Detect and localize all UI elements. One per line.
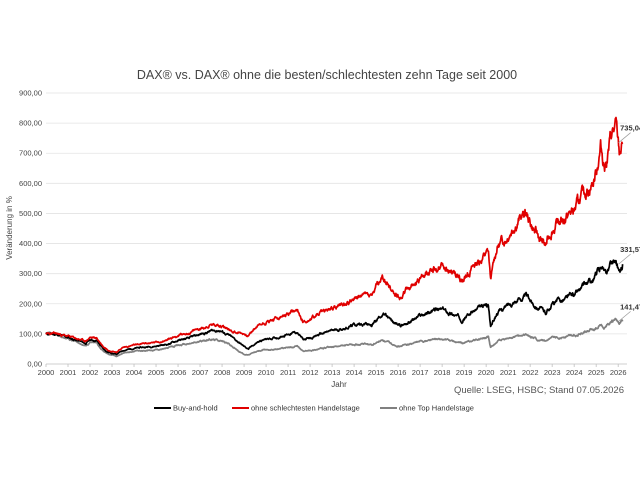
x-tick-label: 2006: [170, 368, 187, 377]
x-tick-label: 2017: [412, 368, 429, 377]
x-tick-label: 2012: [302, 368, 319, 377]
x-axis-ticks: 2000 2001 2002 2003 2004 2005 2006 2007 2008 2009…: [38, 364, 627, 377]
x-tick-label: 2002: [82, 368, 99, 377]
x-tick-label: 2013: [324, 368, 341, 377]
end-label-leader: [618, 253, 631, 265]
series-line-2: [45, 317, 624, 358]
y-axis-title: Veränderung in %: [5, 196, 14, 260]
x-tick-label: 2011: [280, 368, 296, 377]
x-tick-label: 2009: [236, 368, 253, 377]
x-tick-label: 2004: [126, 368, 143, 377]
legend-label: ohne schlechtesten Handelstage: [251, 404, 360, 413]
x-tick-label: 2008: [214, 368, 231, 377]
grid-lines: [46, 92, 627, 335]
x-axis-title: Jahr: [331, 380, 347, 389]
y-tick-label: 800,00: [19, 119, 42, 128]
y-tick-label: 500,00: [19, 209, 42, 218]
legend: Buy-and-hold ohne schlechtesten Handelsta…: [154, 404, 474, 413]
y-tick-label: 0,00: [27, 360, 42, 369]
y-tick-label: 700,00: [19, 149, 42, 158]
x-tick-label: 2014: [346, 368, 363, 377]
series-line-1: [45, 116, 624, 354]
x-tick-label: 2016: [390, 368, 407, 377]
end-value-label: 141,47: [620, 302, 640, 311]
x-tick-label: 2015: [368, 368, 385, 377]
end-labels: 331,57 735,04 141,47: [618, 124, 640, 322]
y-tick-label: 400,00: [19, 239, 42, 248]
end-label-leader: [618, 311, 631, 322]
y-tick-label: 300,00: [19, 269, 42, 278]
x-tick-label: 2020: [478, 368, 495, 377]
y-tick-label: 200,00: [19, 299, 42, 308]
chart-title: DAX® vs. DAX® ohne die besten/schlechtes…: [137, 68, 517, 82]
y-tick-label: 900,00: [19, 89, 42, 98]
x-tick-label: 2021: [500, 368, 517, 377]
y-axis-ticks: 0,00 100,00 200,00 300,00 400,00 500,00 600,00…: [19, 89, 42, 369]
x-tick-label: 2022: [522, 368, 539, 377]
x-tick-label: 2026: [610, 368, 627, 377]
x-tick-label: 2010: [258, 368, 275, 377]
x-tick-label: 2019: [456, 368, 473, 377]
legend-label: Buy-and-hold: [173, 404, 218, 413]
source-note: Quelle: LSEG, HSBC; Stand 07.05.2026: [454, 385, 624, 396]
x-tick-label: 2000: [38, 368, 55, 377]
x-tick-label: 2001: [60, 368, 77, 377]
legend-label: ohne Top Handelstage: [399, 404, 474, 413]
end-value-label: 331,57: [620, 245, 640, 254]
x-tick-label: 2023: [544, 368, 561, 377]
y-tick-label: 600,00: [19, 179, 42, 188]
x-tick-label: 2018: [434, 368, 451, 377]
x-tick-label: 2024: [566, 368, 583, 377]
x-tick-label: 2005: [148, 368, 165, 377]
x-tick-label: 2025: [588, 368, 605, 377]
end-value-label: 735,04: [620, 124, 640, 133]
x-tick-label: 2007: [192, 368, 209, 377]
x-tick-label: 2003: [104, 368, 121, 377]
end-label-leader: [618, 132, 631, 143]
y-tick-label: 100,00: [19, 329, 42, 338]
series-line-0: [45, 259, 624, 356]
series-lines: [45, 116, 624, 358]
